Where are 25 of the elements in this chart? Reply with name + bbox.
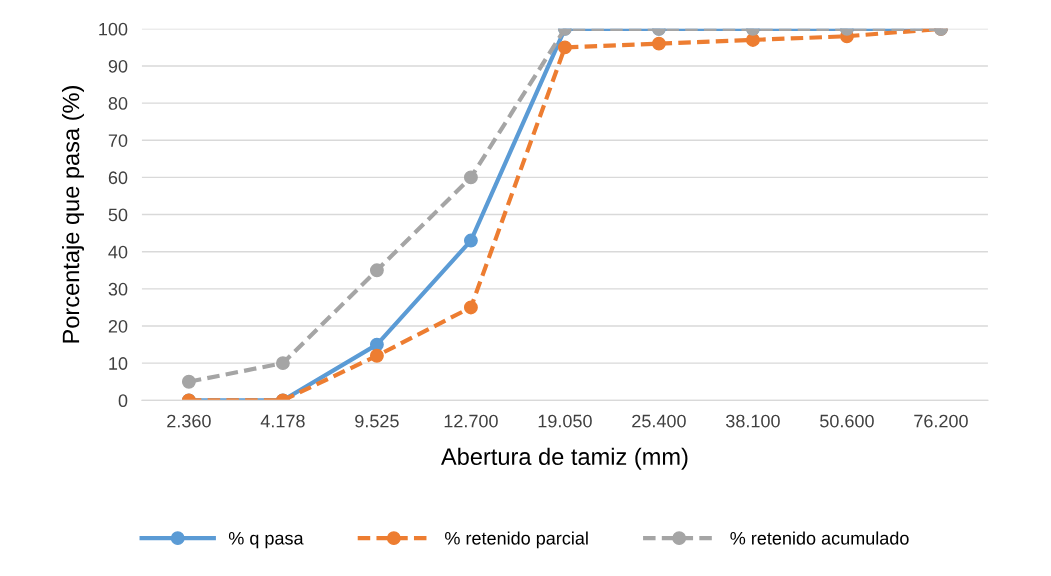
y-tick-label: 30 — [108, 282, 128, 296]
y-tick-label: 0 — [118, 394, 128, 408]
x-tick-label: 2.360 — [167, 414, 211, 428]
x-tick-label: 12.700 — [444, 414, 498, 428]
legend-label: % retenido acumulado — [730, 531, 909, 545]
x-tick-label: 9.525 — [355, 414, 399, 428]
x-tick-label: 38.100 — [726, 414, 780, 428]
y-tick-label: 50 — [108, 208, 128, 222]
y-tick-label: 90 — [108, 59, 128, 73]
x-axis-title: Abertura de tamiz (mm) — [440, 447, 688, 470]
x-tick-label: 4.178 — [260, 414, 305, 428]
y-tick-label: 80 — [108, 97, 128, 110]
x-tick-label: 76.200 — [914, 414, 968, 428]
y-tick-label: 10 — [109, 357, 128, 370]
legend-label: % retenido parcial — [445, 531, 588, 549]
y-tick-label: 100 — [99, 22, 128, 36]
y-tick-label: 70 — [108, 134, 128, 147]
y-tick-label: 60 — [108, 171, 128, 185]
y-tick-label: 40 — [108, 245, 128, 259]
x-tick-label: 50.600 — [820, 414, 874, 428]
y-tick-label: 20 — [108, 319, 128, 333]
y-axis-title: Porcentaje que pasa (%) — [61, 86, 84, 343]
x-tick-label: 19.050 — [538, 414, 592, 428]
x-tick-label: 25.400 — [632, 414, 686, 428]
legend-label: % q pasa — [228, 531, 304, 549]
